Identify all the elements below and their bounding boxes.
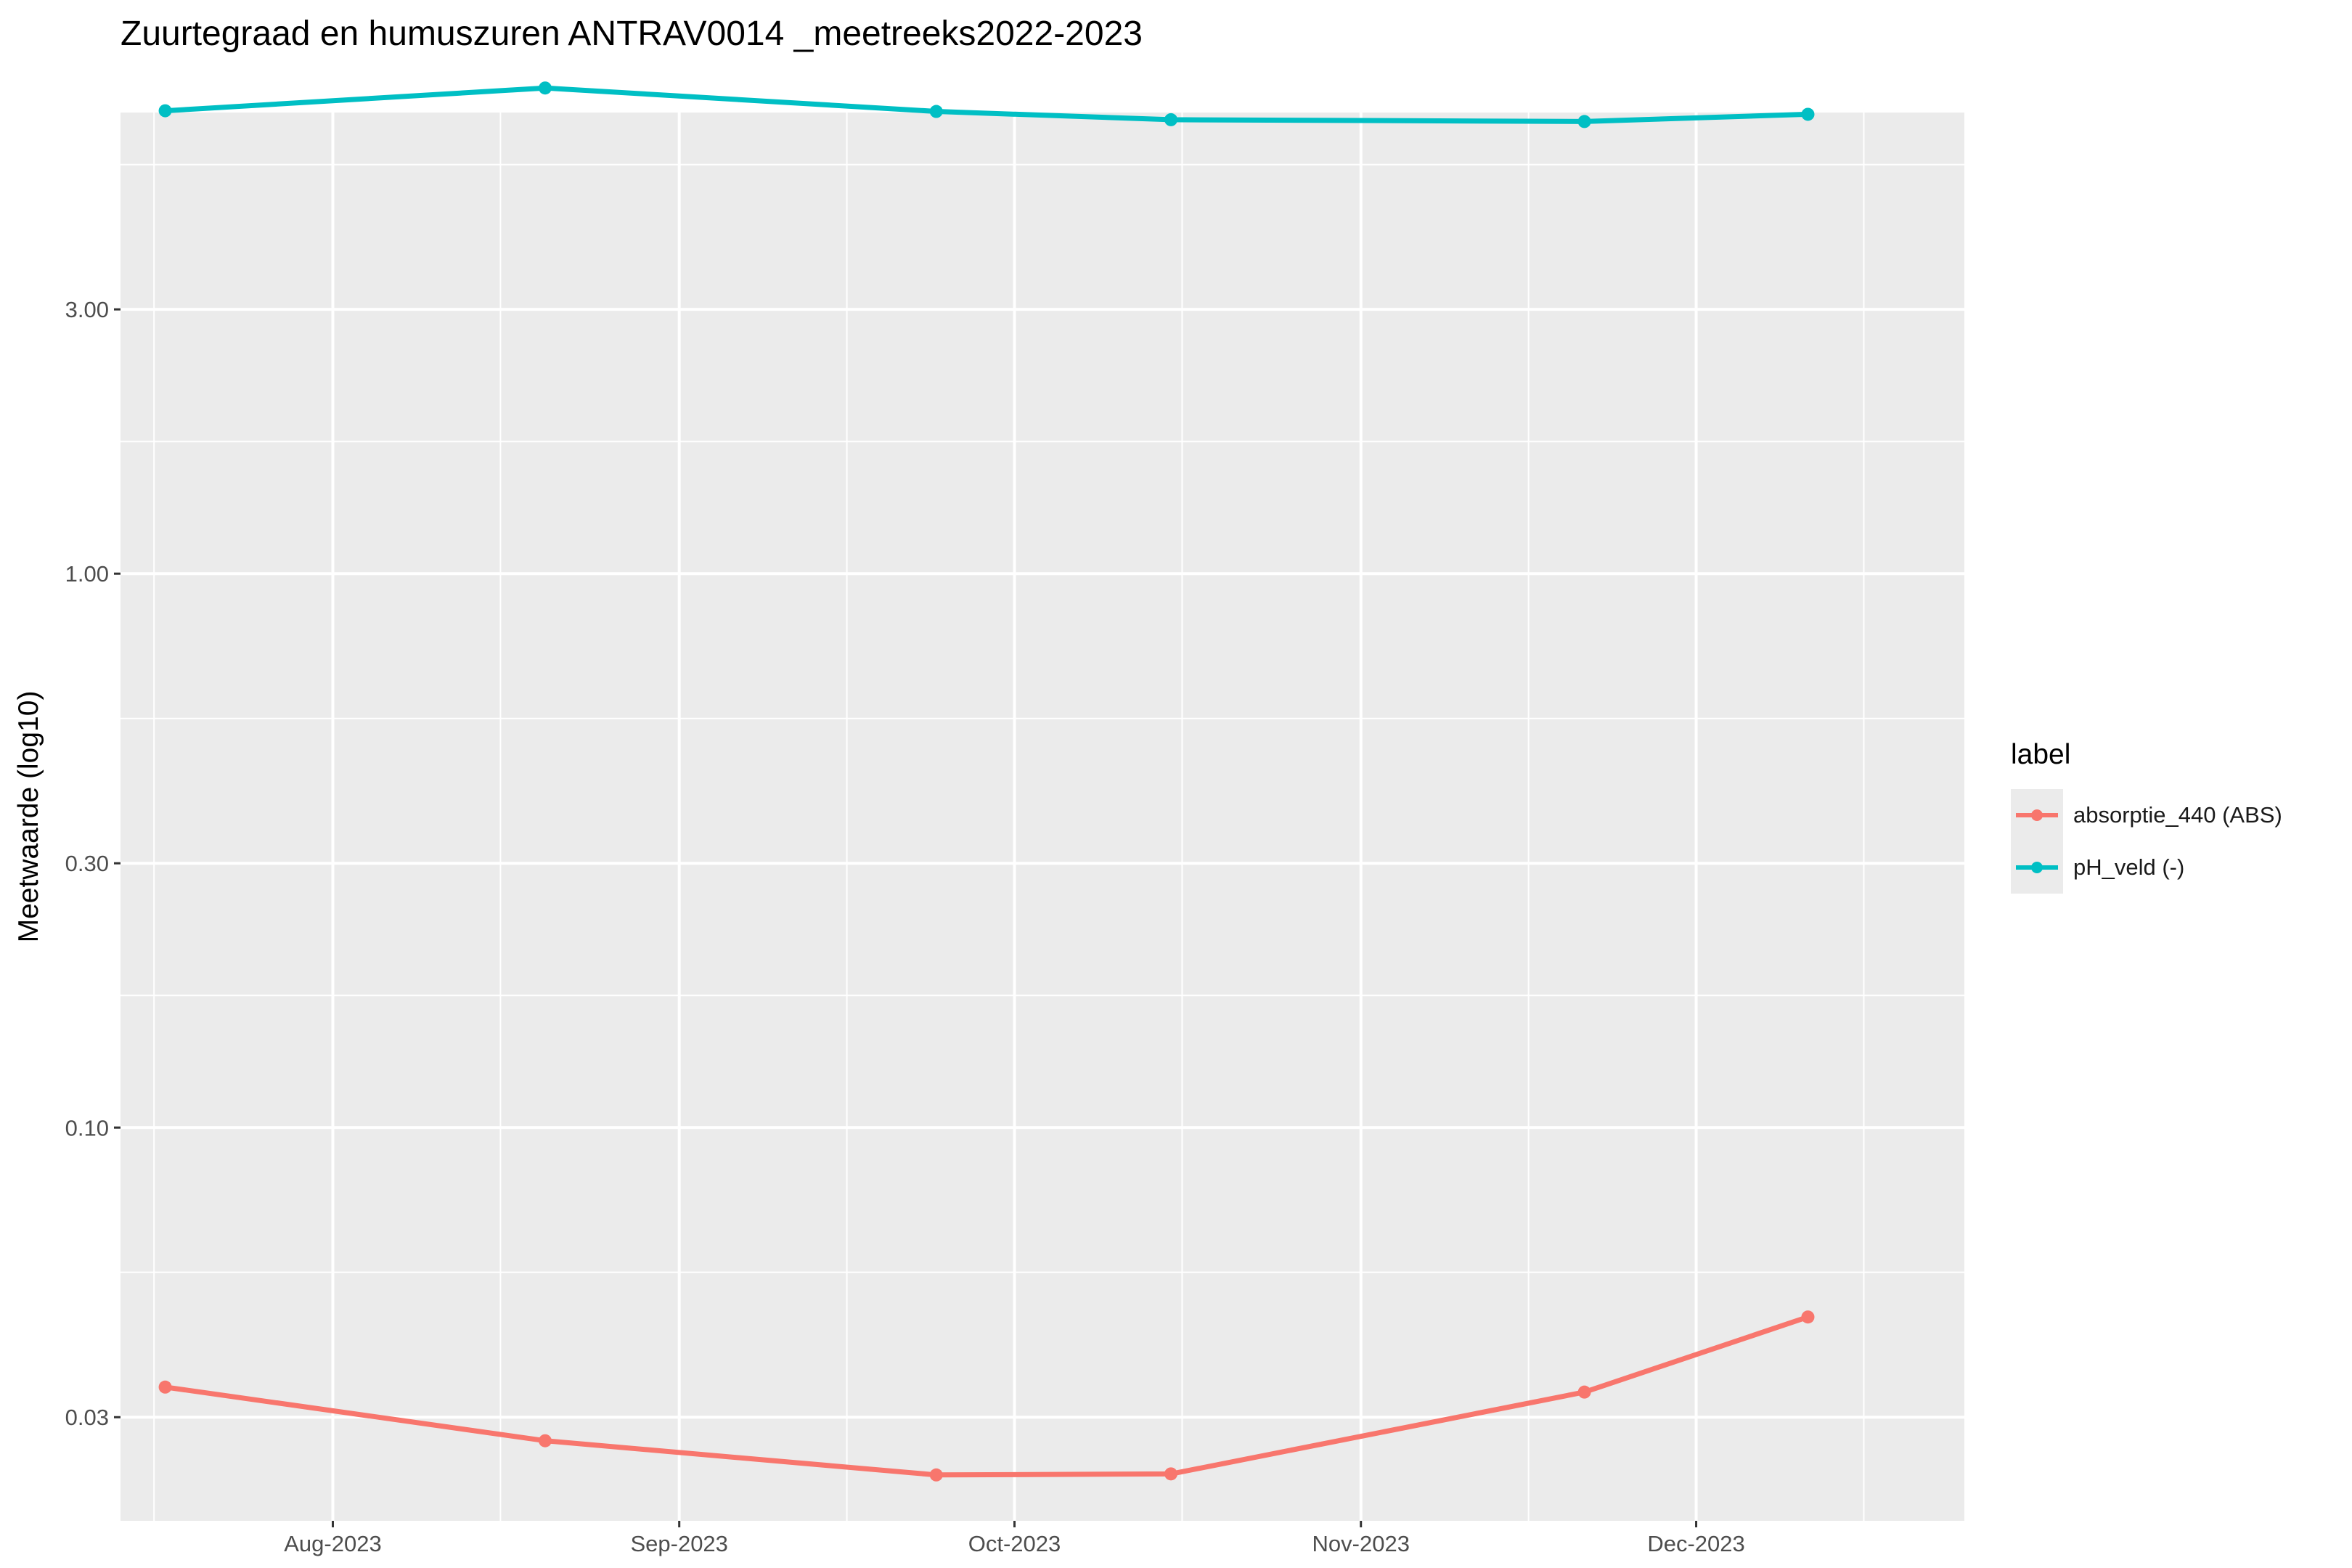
chart-title: Zuurtegraad en humuszuren ANTRAV0014 _me… [121,15,1143,53]
axes: 0.03 0.10 0.30 1.00 3.00 Aug-2023 Sep-2023 Oct-… [65,297,1745,1556]
grid-lines [121,113,1964,1521]
legend-item: absorptie_440 (ABS) [2011,789,2282,841]
legend-label: pH_veld (-) [2073,854,2185,880]
data-point-1-4 [1577,115,1591,128]
y-tick-label: 1.00 [65,561,109,587]
y-tick-label: 3.00 [65,297,109,322]
legend: label absorptie_440 (ABS) pH_veld (-) [2011,737,2282,894]
x-tick-label: Aug-2023 [284,1531,381,1556]
data-point-0-0 [158,1380,172,1394]
legend-key-point [2031,809,2043,821]
y-tick-label: 0.30 [65,851,109,876]
data-point-0-5 [1801,1310,1815,1324]
plot-panel [121,113,1964,1521]
x-tick-label: Sep-2023 [630,1531,727,1556]
legend-key [2011,789,2063,841]
y-tick-label: 0.03 [65,1405,109,1430]
data-point-1-0 [158,104,172,118]
data-point-1-2 [929,105,943,118]
x-tick-label: Nov-2023 [1312,1531,1410,1556]
legend-title: label [2011,739,2071,770]
legend-items: absorptie_440 (ABS) pH_veld (-) [2011,789,2282,894]
x-tick-label: Dec-2023 [1647,1531,1744,1556]
data-point-0-3 [1164,1467,1178,1481]
y-axis-title: Meetwaarde (log10) [13,691,44,943]
series-line-1 [163,85,1810,124]
legend-label: absorptie_440 (ABS) [2073,802,2282,828]
legend-key [2011,841,2063,894]
data-point-0-1 [538,1434,552,1447]
legend-item: pH_veld (-) [2011,841,2282,894]
data-point-0-4 [1577,1385,1591,1399]
legend-key-point [2031,862,2043,873]
data-point-1-3 [1164,113,1178,126]
x-tick-label: Oct-2023 [968,1531,1061,1556]
data-point-1-5 [1801,107,1815,121]
series-layer [158,81,1815,1482]
data-point-1-1 [538,81,552,95]
series-line-0 [163,1314,1810,1478]
data-point-0-2 [929,1468,943,1482]
y-tick-label: 0.10 [65,1115,109,1140]
